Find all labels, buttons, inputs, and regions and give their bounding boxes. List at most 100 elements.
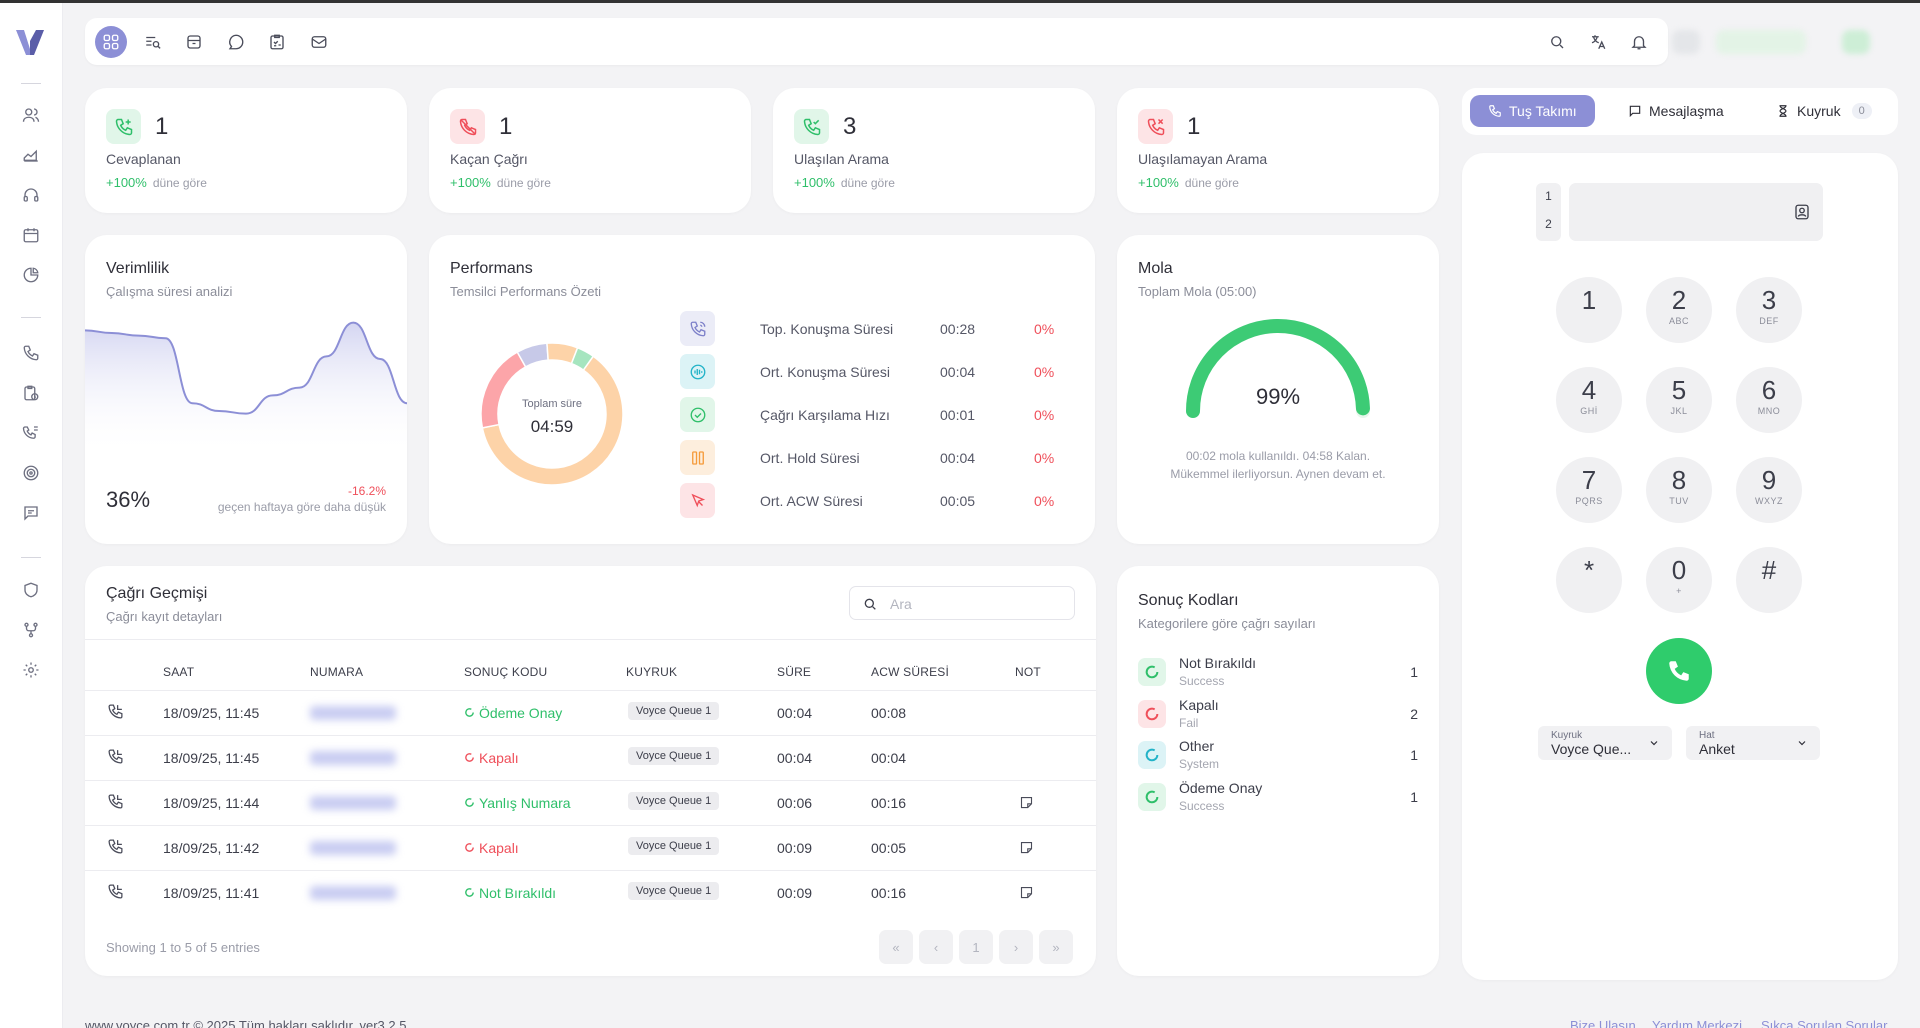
key-digit: 2 [1671, 285, 1687, 315]
clipboard-clock-icon[interactable] [20, 382, 42, 404]
tab-messaging[interactable]: Mesajlaşma [1610, 95, 1742, 127]
table-row[interactable]: 18/09/25, 11:41 Not Bırakıldı Voyce Queue … [85, 870, 1096, 915]
line-number[interactable]: 1 [1545, 189, 1552, 203]
footer-link[interactable]: Bize Ulaşın [1570, 1018, 1636, 1028]
git-branch-icon[interactable] [20, 619, 42, 641]
col-header[interactable]: SONUÇ KODU [464, 665, 548, 679]
cell-acw: 00:08 [871, 705, 907, 721]
perf-pct: 0% [1034, 321, 1055, 337]
note-icon[interactable] [1019, 840, 1034, 855]
perf-value: 00:28 [940, 321, 976, 337]
keypad-key[interactable]: 6 MNO [1736, 367, 1802, 433]
next-page-button[interactable]: › [999, 930, 1033, 964]
keypad-key[interactable]: 5 JKL [1646, 367, 1712, 433]
keypad-key[interactable]: 1 [1556, 277, 1622, 343]
prev-page-button[interactable]: ‹ [919, 930, 953, 964]
note-icon[interactable] [1019, 885, 1034, 900]
first-page-button[interactable]: « [879, 930, 913, 964]
result-code-item: Ödeme Onay Success 1 [1138, 780, 1418, 818]
keypad-key[interactable]: 8 TUV [1646, 457, 1712, 523]
gear-icon[interactable] [20, 659, 42, 681]
table-row[interactable]: 18/09/25, 11:45 Kapalı Voyce Queue 1 00:04 0… [85, 735, 1096, 780]
call-button[interactable] [1646, 638, 1712, 704]
line-select[interactable]: Hat Anket [1686, 726, 1820, 760]
key-letters: + [1676, 586, 1682, 596]
key-digit: * [1583, 555, 1595, 585]
avatar[interactable] [1672, 30, 1700, 54]
shield-icon[interactable] [20, 579, 42, 601]
message-icon[interactable] [20, 502, 42, 524]
tab-queue[interactable]: Kuyruk 0 [1758, 95, 1890, 127]
table-row[interactable]: 18/09/25, 11:45 Ödeme Onay Voyce Queue 1 00… [85, 690, 1096, 735]
keypad-key[interactable]: 2 ABC [1646, 277, 1712, 343]
line-selector[interactable]: 1 2 [1536, 183, 1561, 241]
keypad-key[interactable]: # [1736, 547, 1802, 613]
bell-icon[interactable] [1623, 26, 1655, 58]
calendar-icon[interactable] [20, 224, 42, 246]
cell-number[interactable] [310, 706, 396, 720]
keypad-key[interactable]: 3 DEF [1736, 277, 1802, 343]
performance-donut-chart [480, 342, 624, 486]
phone-list-icon[interactable] [20, 422, 42, 444]
result-code-icon [465, 753, 474, 762]
last-page-button[interactable]: » [1039, 930, 1073, 964]
note-icon[interactable] [1019, 795, 1034, 810]
key-letters: WXYZ [1755, 496, 1783, 506]
key-letters: TUV [1669, 496, 1689, 506]
table-row[interactable]: 18/09/25, 11:44 Yanlış Numara Voyce Queue … [85, 780, 1096, 825]
search-icon[interactable] [1541, 26, 1573, 58]
line-number[interactable]: 2 [1545, 217, 1552, 231]
queue-select[interactable]: Kuyruk Voyce Que... [1538, 726, 1672, 760]
keypad-key[interactable]: 9 WXYZ [1736, 457, 1802, 523]
col-header[interactable]: SÜRE [777, 665, 812, 679]
tab-keypad[interactable]: Tuş Takımı [1470, 95, 1595, 127]
mail-icon[interactable] [303, 26, 335, 58]
result-codes-card: Sonuç Kodları Kategorilere göre çağrı sa… [1117, 566, 1439, 976]
status-indicator[interactable] [1842, 30, 1870, 54]
footer-link[interactable]: Sıkça Sorulan Sorular [1761, 1018, 1888, 1028]
keypad-key[interactable]: 4 GHİ [1556, 367, 1622, 433]
cell-number[interactable] [310, 841, 396, 855]
result-code-count: 1 [1410, 747, 1418, 763]
cell-number[interactable] [310, 751, 396, 765]
col-header[interactable]: ACW SÜRESİ [871, 665, 950, 679]
chat-bubble-icon[interactable] [220, 26, 252, 58]
archive-icon[interactable] [178, 26, 210, 58]
keypad-key[interactable]: * [1556, 547, 1622, 613]
headset-icon[interactable] [20, 184, 42, 206]
checklist-icon[interactable] [261, 26, 293, 58]
keypad-key[interactable]: 7 PQRS [1556, 457, 1622, 523]
cell-duration: 00:04 [777, 750, 813, 766]
key-digit: 0 [1671, 555, 1687, 585]
phone-icon[interactable] [20, 342, 42, 364]
cell-acw: 00:04 [871, 750, 907, 766]
phone-number-input[interactable] [1569, 183, 1823, 241]
col-header[interactable]: NUMARA [310, 665, 364, 679]
translate-icon[interactable] [1582, 26, 1614, 58]
cell-number[interactable] [310, 796, 396, 810]
result-code-name: Not Bırakıldı [1179, 655, 1257, 671]
cell-number[interactable] [310, 886, 396, 900]
col-header[interactable]: NOT [1015, 665, 1041, 679]
donut-label: Toplam süre [522, 398, 582, 410]
result-code-icon [465, 798, 474, 807]
col-header[interactable]: KUYRUK [626, 665, 678, 679]
keypad-key[interactable]: 0 + [1646, 547, 1712, 613]
pie-chart-icon[interactable] [20, 264, 42, 286]
table-row[interactable]: 18/09/25, 11:42 Kapalı Voyce Queue 1 00:09 0… [85, 825, 1096, 870]
search-input[interactable]: Ara [849, 586, 1075, 620]
contact-icon[interactable] [1793, 203, 1811, 221]
users-icon[interactable] [20, 104, 42, 126]
target-icon[interactable] [20, 462, 42, 484]
perf-label: Top. Konuşma Süresi [760, 321, 894, 337]
logo-icon[interactable] [14, 27, 46, 57]
page-button[interactable]: 1 [959, 930, 993, 964]
phone-check-icon [794, 109, 829, 144]
footer-link[interactable]: Yardım Merkezi [1652, 1018, 1743, 1028]
col-header[interactable]: SAAT [163, 665, 195, 679]
top-bar [85, 18, 1668, 65]
key-digit: 8 [1671, 465, 1687, 495]
list-search-icon[interactable] [137, 26, 169, 58]
area-chart-icon[interactable] [20, 144, 42, 166]
dashboard-icon[interactable] [95, 26, 127, 58]
